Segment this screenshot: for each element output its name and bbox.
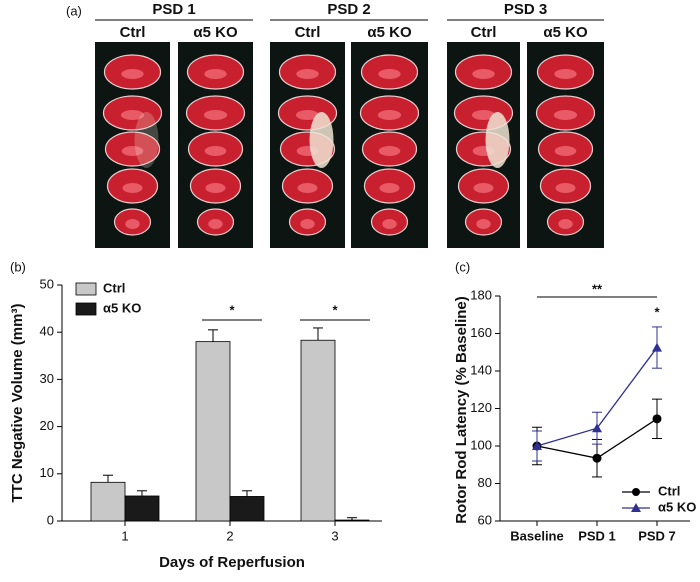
- infarct: [309, 112, 334, 168]
- brain-slice-center: [120, 110, 145, 120]
- x-tick-label: PSD 1: [578, 528, 616, 543]
- brain-slice-center: [554, 69, 577, 79]
- brain-slice-center: [204, 146, 227, 156]
- error-bar: [208, 329, 218, 342]
- brain-slice-center: [555, 183, 576, 193]
- y-tick-label: 60: [478, 512, 492, 527]
- legend-marker: [632, 488, 640, 496]
- bar: [334, 519, 370, 522]
- significance-mark: **: [592, 281, 603, 296]
- marker: [592, 453, 602, 463]
- marker: [652, 414, 662, 424]
- column-title: Ctrl: [471, 24, 497, 41]
- panel-label: (c): [455, 259, 470, 274]
- brain-slice-center: [203, 110, 228, 120]
- error-bar: [137, 490, 147, 496]
- column-title: α5 KO: [193, 24, 238, 41]
- group-title: PSD 3: [504, 1, 547, 18]
- bar: [229, 496, 265, 522]
- brain-slice-center: [553, 110, 578, 120]
- panel-label: (b): [10, 259, 26, 274]
- legend-marker: [631, 503, 641, 512]
- marker: [532, 441, 542, 450]
- error-bar: [347, 517, 357, 521]
- legend-label: α5 KO: [103, 300, 141, 315]
- legend-label: Ctrl: [658, 483, 680, 498]
- y-tick-label: 120: [470, 400, 492, 415]
- group-title: PSD 2: [327, 1, 370, 18]
- brain-slice-center: [379, 183, 400, 193]
- x-axis-label: Days of Reperfusion: [159, 554, 305, 571]
- significance-mark: *: [332, 302, 338, 317]
- y-tick-label: 10: [40, 465, 54, 480]
- brain-slice-center: [554, 146, 577, 156]
- brain-slice-center: [122, 183, 143, 193]
- legend-swatch: [75, 282, 97, 296]
- brain-slice-center: [121, 69, 144, 79]
- column-title: α5 KO: [367, 24, 412, 41]
- legend-label: α5 KO: [658, 499, 696, 514]
- error-bar: [242, 490, 252, 497]
- x-tick-label: Baseline: [510, 528, 563, 543]
- brain-slice-center: [472, 69, 495, 79]
- column-title: α5 KO: [543, 24, 588, 41]
- infarct: [134, 112, 159, 168]
- brain-slice-center: [204, 69, 227, 79]
- brain-slice-center: [382, 219, 397, 229]
- y-tick-label: 40: [40, 324, 54, 339]
- brain-slice-center: [378, 146, 401, 156]
- marker: [652, 342, 662, 352]
- brain-slice-center: [125, 219, 140, 229]
- brain-slice-center: [208, 219, 223, 229]
- legend-label: Ctrl: [103, 280, 125, 295]
- panel-label: (a): [66, 3, 82, 18]
- bar: [195, 341, 231, 522]
- significance-mark: *: [229, 302, 235, 317]
- bar: [90, 481, 126, 522]
- y-tick-label: 160: [470, 325, 492, 340]
- brain-slice-center: [377, 110, 402, 120]
- bar: [124, 495, 160, 522]
- y-axis-label: TTC Negative Volume (mm³): [9, 304, 26, 503]
- bar: [300, 339, 336, 522]
- y-tick-label: 50: [40, 276, 54, 291]
- y-tick-label: 100: [470, 437, 492, 452]
- brain-slice-center: [295, 110, 320, 120]
- x-tick-label: 1: [121, 528, 128, 543]
- brain-slice-center: [558, 219, 573, 229]
- group-title: PSD 1: [152, 1, 195, 18]
- y-tick-label: 30: [40, 371, 54, 386]
- brain-slice-center: [121, 146, 144, 156]
- brain-slice-center: [300, 219, 315, 229]
- column-title: Ctrl: [295, 24, 321, 41]
- legend-swatch: [75, 302, 97, 316]
- y-axis-label: Rotor Rod Latency (% Baseline): [453, 296, 470, 524]
- brain-slice-center: [205, 183, 226, 193]
- brain-slice-center: [378, 69, 401, 79]
- x-tick-label: 3: [331, 528, 338, 543]
- brain-slice-center: [471, 110, 496, 120]
- infarct: [485, 112, 510, 168]
- x-tick-label: 2: [226, 528, 233, 543]
- brain-slice-center: [297, 183, 318, 193]
- significance-mark: *: [654, 304, 660, 319]
- y-tick-label: 140: [470, 362, 492, 377]
- error-bar: [103, 474, 113, 483]
- column-title: Ctrl: [120, 24, 146, 41]
- y-tick-label: 80: [478, 475, 492, 490]
- y-tick-label: 0: [47, 512, 54, 527]
- brain-slice-center: [473, 183, 494, 193]
- y-tick-label: 20: [40, 418, 54, 433]
- brain-slice-center: [476, 219, 491, 229]
- x-tick-label: PSD 7: [638, 528, 676, 543]
- marker: [592, 423, 602, 433]
- error-bar: [313, 327, 323, 341]
- y-tick-label: 180: [470, 287, 492, 302]
- brain-slice-center: [296, 69, 319, 79]
